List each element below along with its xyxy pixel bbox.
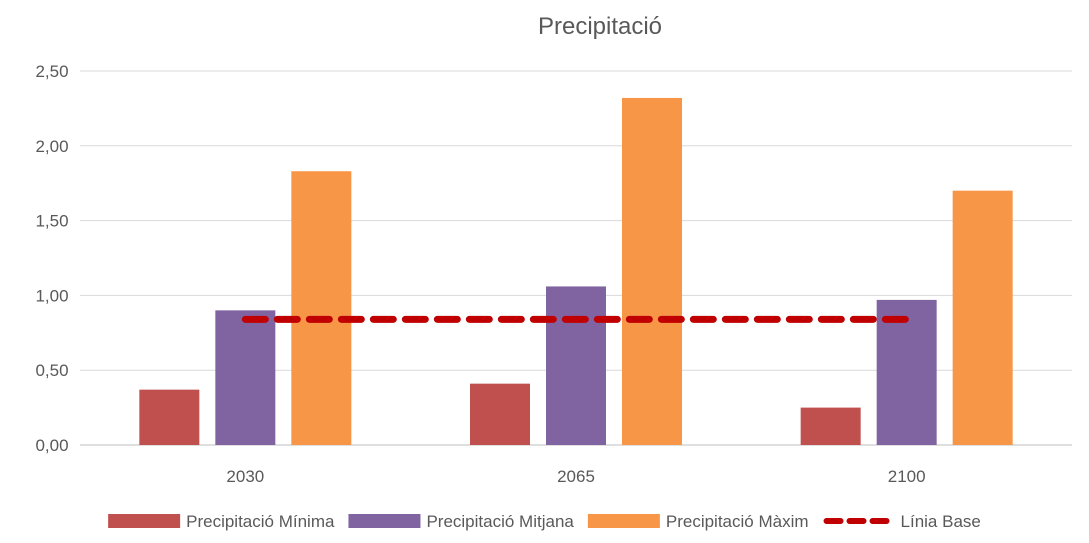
legend-item: Precipitació Mínima [108, 512, 335, 531]
legend-item: Precipitació Màxim [587, 512, 809, 531]
bar [622, 97, 682, 445]
legend-label: Línia Base [901, 512, 981, 531]
bar [952, 190, 1013, 445]
x-axis-ticks: 2030 2065 2100 [226, 467, 925, 486]
legend: Precipitació Mínima Precipitació Mitjana P… [108, 512, 981, 531]
y-tick-label: 0,00 [35, 436, 68, 455]
y-tick-label: 1,00 [35, 286, 68, 305]
bar [876, 299, 937, 445]
y-axis-ticks: 0,00 0,50 1,00 1,50 2,00 2,50 [35, 62, 68, 455]
bars [139, 97, 1013, 445]
x-tick-label: 2100 [888, 467, 926, 486]
legend-item: Línia Base [823, 512, 981, 531]
x-tick-label: 2030 [226, 467, 264, 486]
bar [139, 389, 200, 445]
legend-item: Precipitació Mitjana [348, 512, 574, 531]
x-tick-label: 2065 [557, 467, 595, 486]
legend-swatch [587, 514, 660, 528]
y-tick-label: 2,50 [35, 62, 68, 81]
legend-swatch [348, 514, 421, 528]
legend-label: Precipitació Màxim [666, 512, 809, 531]
y-tick-label: 0,50 [35, 361, 68, 380]
y-tick-label: 1,50 [35, 212, 68, 231]
bar [800, 407, 861, 445]
bar [215, 310, 276, 445]
bar [546, 286, 606, 445]
legend-swatch [108, 514, 181, 528]
legend-label: Precipitació Mitjana [426, 512, 574, 531]
bar [291, 171, 352, 445]
y-tick-label: 2,00 [35, 137, 68, 156]
bar [470, 383, 530, 445]
legend-label: Precipitació Mínima [186, 512, 335, 531]
chart-title: Precipitació [538, 13, 662, 40]
